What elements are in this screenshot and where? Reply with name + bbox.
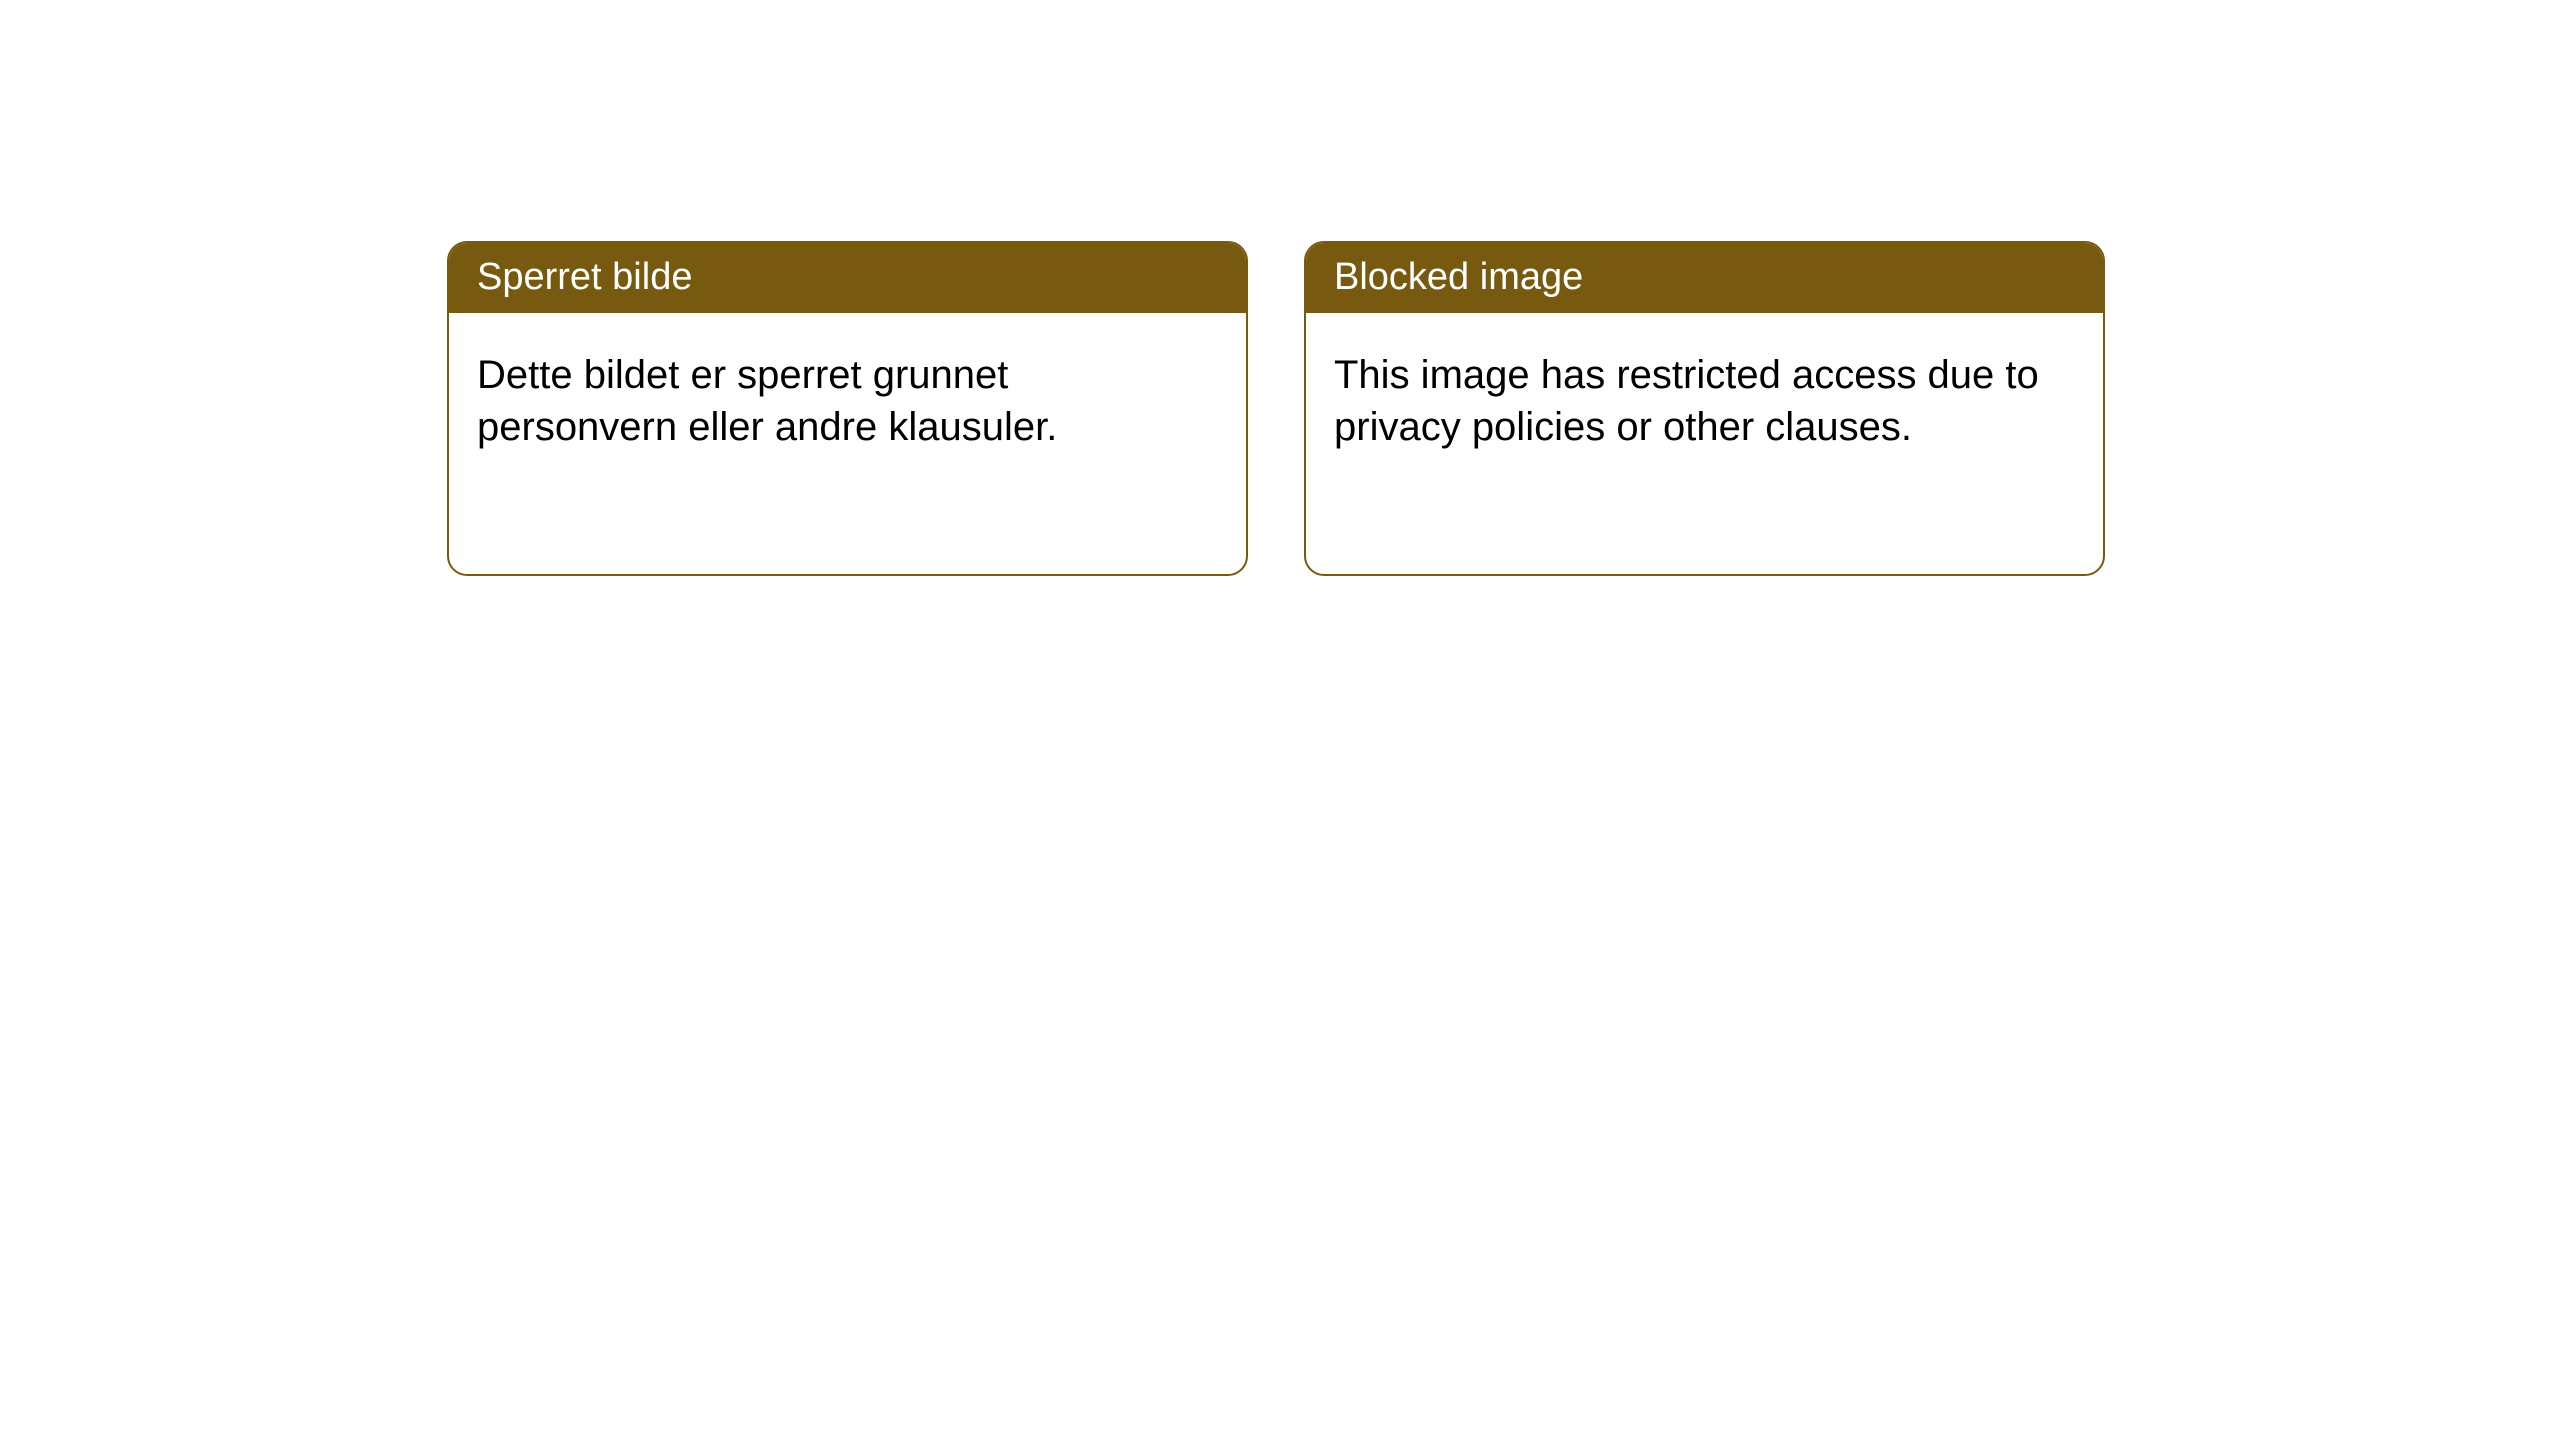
notice-card-english: Blocked image This image has restricted … — [1304, 241, 2105, 576]
notice-header-norwegian: Sperret bilde — [449, 243, 1246, 313]
notice-card-norwegian: Sperret bilde Dette bildet er sperret gr… — [447, 241, 1248, 576]
notice-container: Sperret bilde Dette bildet er sperret gr… — [447, 241, 2105, 576]
notice-body-norwegian: Dette bildet er sperret grunnet personve… — [449, 313, 1246, 489]
notice-body-english: This image has restricted access due to … — [1306, 313, 2103, 489]
notice-header-english: Blocked image — [1306, 243, 2103, 313]
